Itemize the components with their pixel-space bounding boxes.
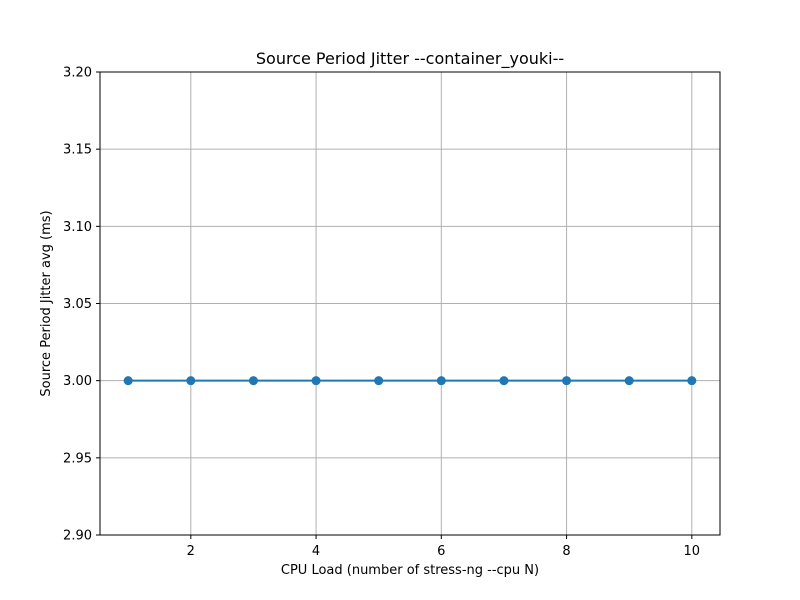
y-tick-label: 2.95: [63, 451, 92, 466]
data-point: [248, 376, 258, 386]
y-tick-label: 3.15: [63, 143, 92, 158]
data-point: [687, 376, 697, 386]
y-tick-label: 3.20: [63, 66, 92, 81]
series-layer: [123, 376, 697, 386]
y-tick-label: 3.10: [63, 220, 92, 235]
x-tick-label: 2: [187, 544, 195, 559]
y-tick-label: 3.00: [63, 374, 92, 389]
x-tick-label: 4: [312, 544, 320, 559]
x-axis-label: CPU Load (number of stress-ng --cpu N): [281, 563, 539, 578]
data-point: [186, 376, 196, 386]
x-tick-label: 10: [684, 544, 701, 559]
y-tick-label: 3.05: [63, 297, 92, 312]
data-point: [562, 376, 572, 386]
data-point: [436, 376, 446, 386]
x-tick-label: 6: [437, 544, 445, 559]
data-point: [499, 376, 509, 386]
y-tick-label: 2.90: [63, 529, 92, 544]
y-axis-label: Source Period Jitter avg (ms): [39, 210, 54, 396]
axis-ticks: 2 4 6 8 10 2.90 2.95 3.00 3.05 3.10 3.15 3.20: [63, 66, 700, 560]
chart-title: Source Period Jitter --container_youki--: [256, 49, 564, 69]
grid: [100, 71, 720, 536]
x-tick-label: 8: [562, 544, 570, 559]
data-point: [624, 376, 634, 386]
data-point: [311, 376, 321, 386]
data-point: [123, 376, 133, 386]
data-point: [374, 376, 384, 386]
